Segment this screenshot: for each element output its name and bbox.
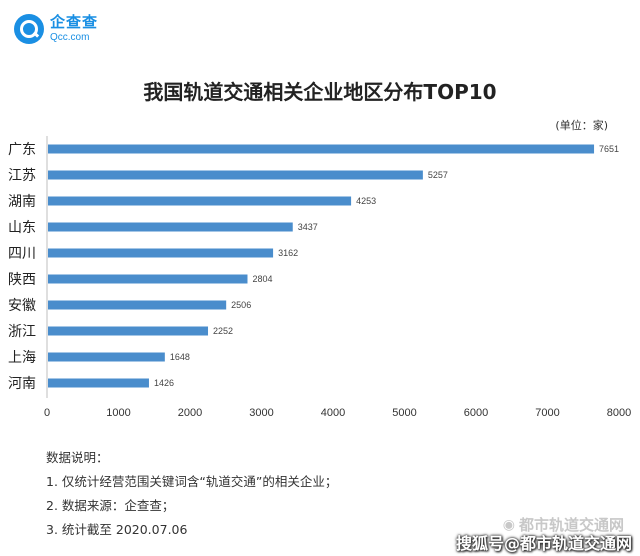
value-label: 1426 [154, 378, 174, 388]
watermark-top: ◉ 都市轨道交通网 [503, 514, 624, 535]
x-tick-label: 4000 [321, 407, 345, 419]
x-tick-label: 5000 [392, 407, 416, 419]
logo-cn-text: 企查查 [50, 13, 99, 31]
x-tick-label: 8000 [607, 407, 631, 419]
value-label: 2804 [252, 274, 272, 284]
bar [48, 248, 274, 258]
category-label: 广东 [8, 142, 36, 158]
bar [48, 222, 293, 232]
value-label: 2252 [213, 326, 233, 336]
value-label: 3162 [278, 248, 298, 258]
value-label: 4253 [356, 196, 376, 206]
x-tick-label: 3000 [249, 407, 273, 419]
category-label: 浙江 [8, 324, 36, 340]
x-tick-label: 0 [44, 407, 50, 419]
x-tick-label: 2000 [178, 407, 202, 419]
value-label: 2506 [231, 300, 251, 310]
value-label: 3437 [298, 222, 318, 232]
bar [48, 300, 227, 310]
bar [48, 170, 423, 180]
x-tick-label: 7000 [535, 407, 559, 419]
value-label: 7651 [599, 144, 619, 154]
bar [48, 196, 352, 206]
bar [48, 352, 165, 362]
category-label: 山东 [8, 220, 36, 236]
qcc-logo-icon [14, 14, 44, 44]
wechat-icon: ◉ [502, 516, 515, 533]
value-label: 1648 [170, 352, 190, 362]
watermark-bottom: 搜狐号@都市轨道交通网 [455, 534, 632, 553]
bar-chart: 广东 7651 江苏 5257 湖南 4253 山东 3437 四川 3162 陕西 2804 安徽 25… [8, 136, 631, 419]
qcc-logo: 企查查 Qcc.com [14, 14, 98, 44]
category-label: 四川 [8, 246, 36, 262]
x-tick-label: 1000 [106, 407, 130, 419]
value-label: 5257 [428, 170, 448, 180]
x-tick-label: 6000 [464, 407, 488, 419]
chart-title: 我国轨道交通相关企业地区分布TOP10 [143, 80, 497, 104]
bar [48, 378, 149, 388]
note-item: 2. 数据来源：企查查； [46, 498, 175, 513]
logo-en-text: Qcc.com [50, 32, 90, 43]
notes-heading: 数据说明： [46, 450, 109, 465]
category-label: 陕西 [8, 272, 36, 288]
unit-label: (单位：家) [555, 119, 608, 132]
category-label: 安徽 [8, 298, 36, 314]
category-label: 湖南 [8, 194, 36, 210]
bar [48, 326, 209, 336]
note-item: 1. 仅统计经营范围关键词含“轨道交通”的相关企业； [46, 474, 338, 489]
category-label: 河南 [8, 376, 36, 392]
note-item: 3. 统计截至 2020.07.06 [46, 522, 188, 537]
bar [48, 274, 248, 284]
category-label: 上海 [8, 350, 36, 366]
watermark-text: 都市轨道交通网 [518, 516, 624, 534]
data-notes: 数据说明： 1. 仅统计经营范围关键词含“轨道交通”的相关企业； 2. 数据来源… [46, 446, 337, 542]
bar [48, 144, 595, 154]
category-label: 江苏 [8, 168, 36, 184]
